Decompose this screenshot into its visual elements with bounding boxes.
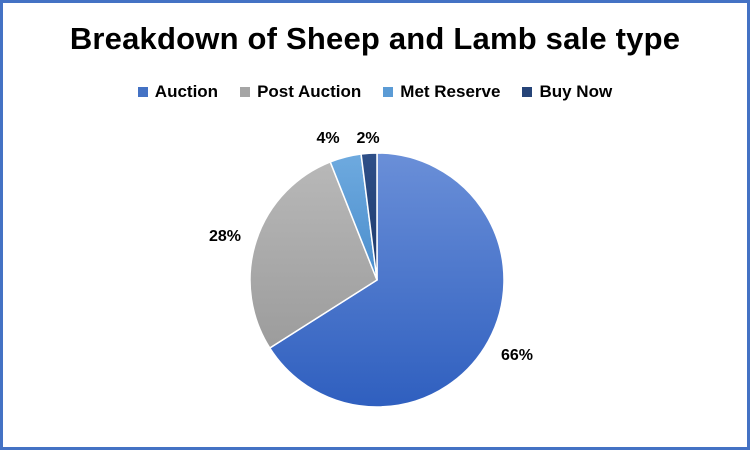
data-label-post-auction: 28%	[209, 228, 241, 245]
legend-label-post-auction: Post Auction	[257, 82, 362, 101]
legend-swatch-post-auction	[240, 87, 251, 97]
legend-item-buy-now: Buy Now	[522, 82, 612, 102]
legend-item-post-auction: Post Auction	[240, 82, 361, 102]
data-label-buy-now: 2%	[356, 130, 379, 147]
chart-title: Breakdown of Sheep and Lamb sale type	[69, 21, 681, 56]
legend: Auction Post Auction Met Reserve Buy Now	[3, 82, 747, 102]
data-label-met-reserve: 4%	[316, 130, 339, 147]
legend-item-auction: Auction	[137, 82, 219, 102]
slice-buy-now	[360, 152, 378, 281]
slice-auction	[268, 152, 505, 408]
pie-chart: 66% 28% 4% 2%	[209, 130, 533, 408]
legend-swatch-buy-now	[522, 87, 533, 97]
slice-post-auction	[249, 160, 378, 350]
legend-label-met-reserve: Met Reserve	[400, 82, 501, 101]
data-label-auction: 66%	[501, 347, 533, 364]
legend-swatch-auction	[137, 87, 148, 97]
legend-label-auction: Auction	[154, 82, 219, 101]
legend-label-buy-now: Buy Now	[539, 82, 613, 101]
legend-item-met-reserve: Met Reserve	[383, 82, 500, 102]
legend-swatch-met-reserve	[383, 87, 394, 97]
